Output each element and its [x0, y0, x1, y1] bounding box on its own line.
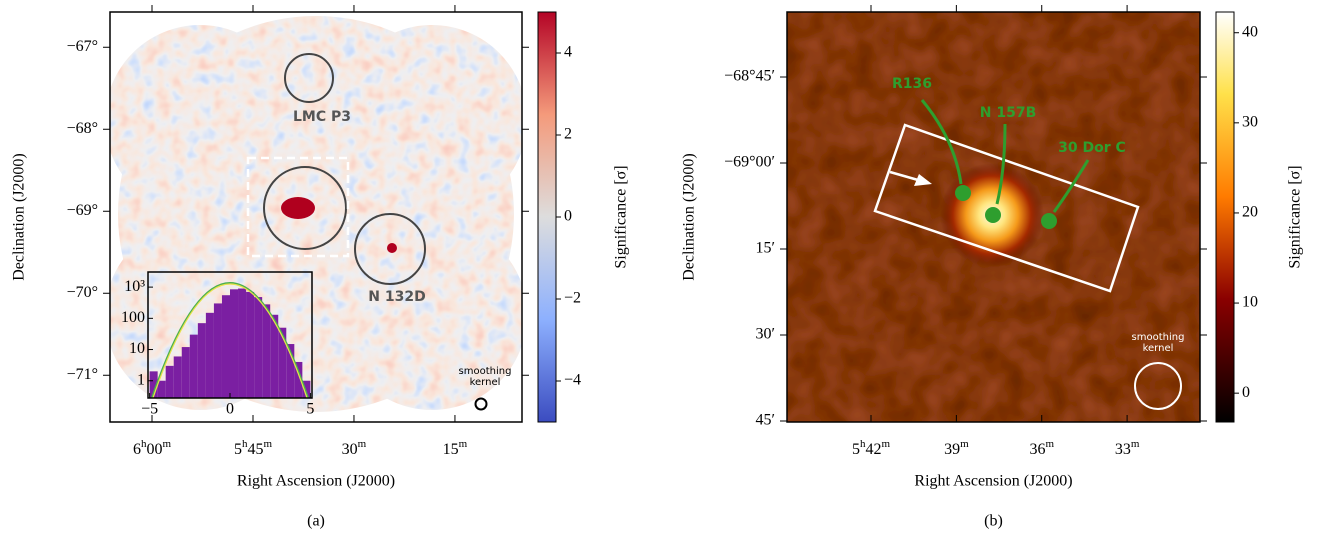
hist-bar — [246, 291, 255, 398]
hist-bar — [262, 304, 271, 398]
arrow — [889, 170, 919, 182]
inset: −5 0 5 1 10 100 10³ — [121, 278, 314, 418]
y-tick-label: 10 — [129, 340, 145, 357]
x-axis-label: Right Ascension (J2000) — [914, 473, 1072, 490]
colorbar-tick-label: 40 — [1242, 23, 1258, 40]
colorbar — [1215, 11, 1235, 423]
colorbar — [537, 11, 557, 423]
colorbar-tick-label: 2 — [564, 126, 572, 143]
hist-bar — [165, 365, 174, 398]
zoom-box — [246, 156, 350, 258]
y-tick-label: −69°00′ — [724, 154, 775, 171]
hist-bar — [213, 303, 222, 398]
colorbar-tick-label: 4 — [564, 44, 572, 61]
caption: (a) — [307, 513, 325, 530]
annotation: smoothing kernel — [1131, 332, 1185, 354]
axes-frame — [109, 11, 523, 423]
kernel-label-box: smoothing kernel — [1131, 332, 1185, 354]
y-tick-label: 1 — [137, 371, 145, 388]
x-tick-label: 6h00m — [133, 438, 172, 458]
annotation: smoothing kernel — [458, 366, 512, 388]
inset-frame — [147, 271, 313, 399]
x-tick-label: 30m — [342, 438, 367, 458]
y-tick-label: −70° — [67, 284, 98, 301]
x-tick-label: 5 — [306, 401, 314, 418]
colorbar-tick-label: 20 — [1242, 204, 1258, 221]
hist-bar — [157, 380, 166, 398]
hist-bar — [230, 289, 239, 398]
y-tick-label: 45′ — [756, 412, 776, 429]
colorbar-tick-label: 30 — [1242, 114, 1258, 131]
colorbar-tick-label: 0 — [1242, 384, 1250, 401]
hist-bar — [294, 361, 303, 398]
y-tick-label: 100 — [121, 309, 145, 326]
hist-bar — [278, 327, 287, 398]
caption: (b) — [984, 513, 1003, 530]
annotation: 30 Dor C — [1058, 140, 1126, 156]
kernel — [1134, 362, 1182, 410]
y-tick-label: 15′ — [756, 240, 776, 257]
arrow-head — [914, 174, 932, 186]
y-tick-label: 30′ — [756, 326, 776, 343]
y-tick-label: 10³ — [124, 278, 145, 295]
y-tick-label: −67° — [67, 38, 98, 55]
hist-bar — [149, 371, 158, 398]
fit-curve — [151, 282, 309, 399]
colorbar-label: Significance [σ] — [613, 165, 630, 268]
y-axis-label: Declination (J2000) — [11, 153, 28, 281]
colorbar-tick-label: −2 — [564, 290, 581, 307]
hist-bar — [286, 344, 295, 398]
y-tick-label: −68°45′ — [724, 68, 775, 85]
x-tick-label: 36m — [1029, 438, 1054, 458]
hist-bar — [197, 323, 206, 398]
pointers — [920, 99, 1090, 213]
colorbar-tick-label: 0 — [564, 208, 572, 225]
y-tick-label: −68° — [67, 120, 98, 137]
hist-bar — [205, 312, 214, 398]
hist-bar — [221, 295, 230, 398]
regions — [263, 53, 426, 285]
annotation: N 132D — [368, 289, 425, 305]
y-tick-label: −69° — [67, 202, 98, 219]
annotation: N 157B — [980, 105, 1037, 121]
colorbar-label: Significance [σ] — [1287, 165, 1304, 268]
x-tick-label: 39m — [944, 438, 969, 458]
x-tick-label: −5 — [141, 401, 158, 418]
y-axis-label: Declination (J2000) — [681, 153, 698, 281]
hist-bar — [173, 356, 182, 398]
region-box — [873, 123, 1140, 293]
axes-frame — [786, 11, 1201, 423]
hist-bar — [189, 334, 198, 398]
hist-bar — [254, 297, 263, 398]
y-tick-label: −71° — [67, 366, 98, 383]
hist-bar — [270, 314, 279, 398]
x-tick-label: 5h42m — [852, 438, 891, 458]
hist-bar — [302, 380, 311, 398]
significance-map — [110, 16, 522, 412]
hist-bar — [181, 347, 190, 398]
annotation: LMC P3 — [293, 109, 351, 125]
fit-curve — [152, 283, 308, 399]
kernel — [474, 397, 488, 411]
x-tick-label: 0 — [226, 401, 234, 418]
hist-bar — [238, 288, 247, 398]
x-tick-label: 33m — [1115, 438, 1140, 458]
x-tick-label: 5h45m — [234, 438, 272, 458]
x-axis-label: Right Ascension (J2000) — [237, 473, 395, 490]
x-tick-label: 15m — [443, 438, 468, 458]
kernel-label-box: smoothing kernel — [458, 366, 512, 388]
annotation: R136 — [892, 76, 932, 92]
colorbar-tick-label: 10 — [1242, 294, 1258, 311]
colorbar-tick-label: −4 — [564, 372, 581, 389]
source-markers — [955, 185, 1057, 229]
